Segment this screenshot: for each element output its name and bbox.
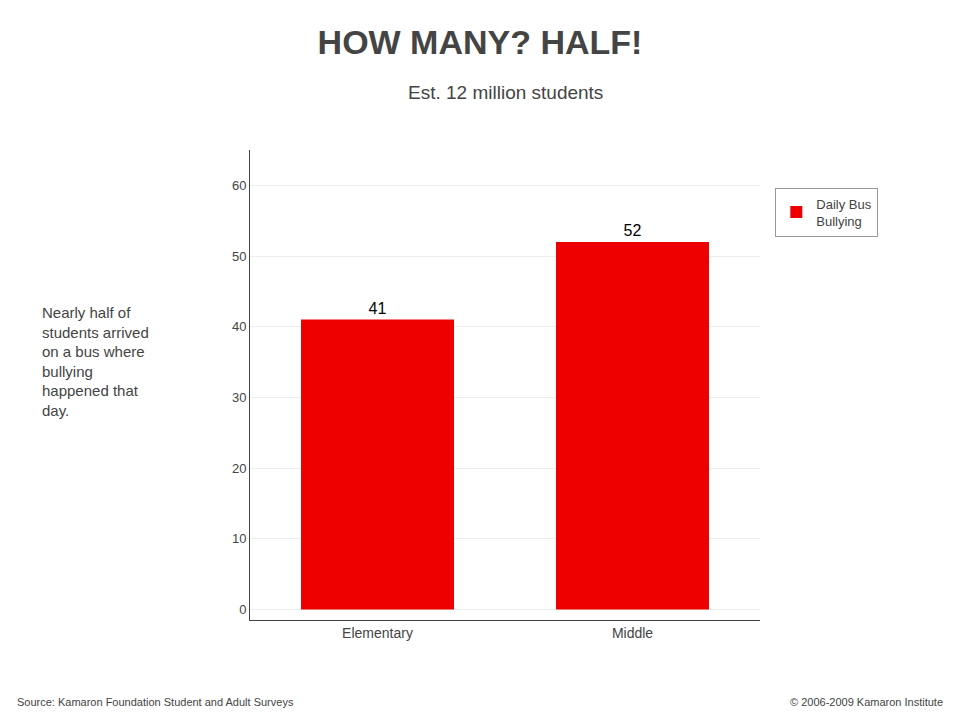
- svg-text:Est. 12 million students: Est. 12 million students: [408, 82, 603, 103]
- svg-text:Middle: Middle: [612, 625, 653, 641]
- svg-text:60: 60: [232, 178, 246, 193]
- svg-text:30: 30: [232, 390, 246, 405]
- svg-text:20: 20: [232, 461, 246, 476]
- svg-text:52: 52: [624, 222, 642, 239]
- svg-text:Nearly half ofstudents arrived: Nearly half ofstudents arrivedon a bus w…: [42, 304, 149, 419]
- svg-text:Daily BusBullying: Daily BusBullying: [816, 197, 871, 229]
- svg-text:41: 41: [369, 300, 387, 317]
- svg-text:10: 10: [232, 531, 246, 546]
- svg-text:© 2006-2009 Kamaron Institute: © 2006-2009 Kamaron Institute: [790, 696, 943, 708]
- svg-text:Elementary: Elementary: [342, 625, 413, 641]
- svg-text:Source: Kamaron Foundation Stu: Source: Kamaron Foundation Student and A…: [17, 696, 294, 708]
- svg-text:50: 50: [232, 249, 246, 264]
- svg-text:HOW MANY? HALF!: HOW MANY? HALF!: [318, 23, 643, 61]
- svg-text:0: 0: [239, 602, 246, 617]
- svg-text:40: 40: [232, 319, 246, 334]
